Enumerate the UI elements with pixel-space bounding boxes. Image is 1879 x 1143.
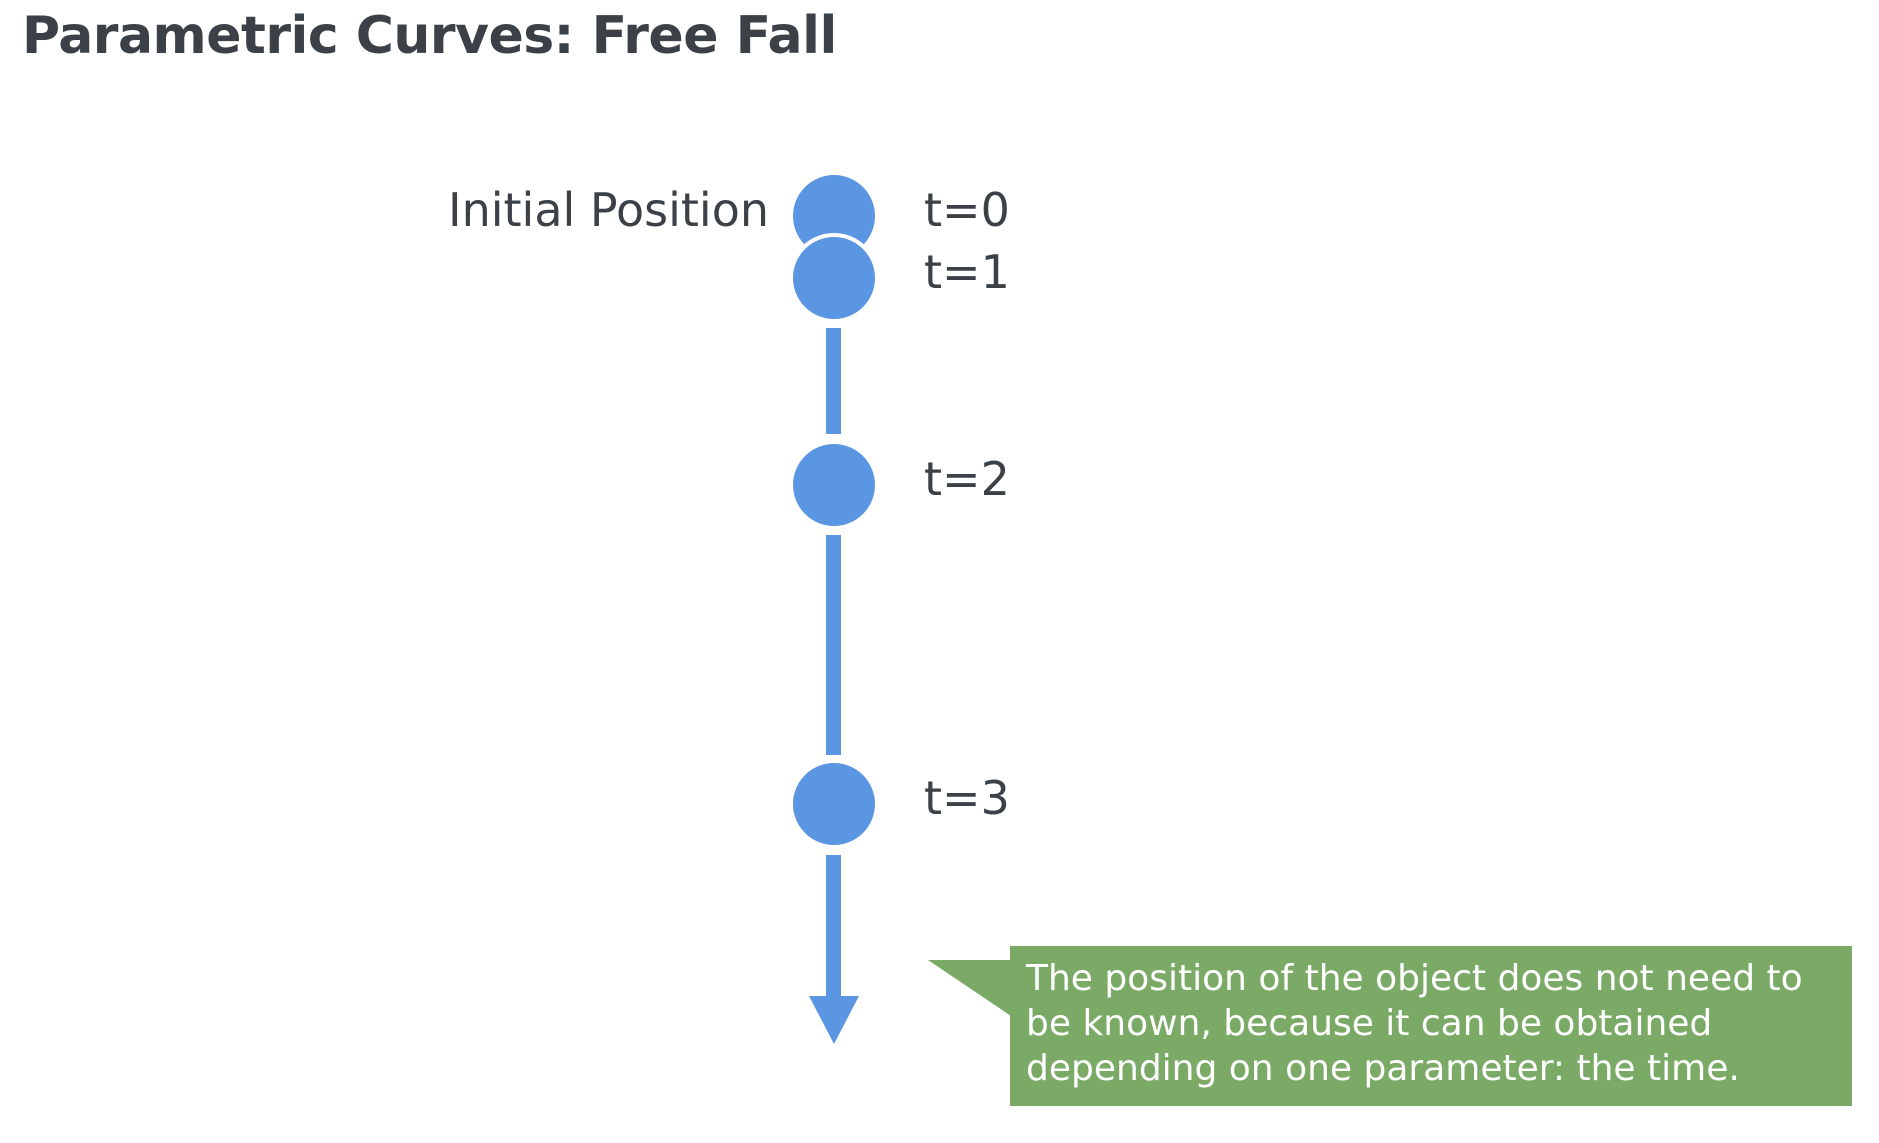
callout-text: The position of the object does not need… — [1026, 958, 1803, 1089]
time-label-t3: t=3 — [924, 771, 1010, 825]
time-label-t1: t=1 — [924, 245, 1010, 299]
fall-path-segment-3 — [826, 855, 841, 1000]
fall-path-segment-2 — [826, 535, 841, 755]
ball-position-t1 — [789, 233, 879, 323]
ball-position-t2 — [789, 440, 879, 530]
fall-path-segment-1 — [826, 328, 841, 434]
initial-position-label: Initial Position — [448, 183, 770, 237]
time-label-t2: t=2 — [924, 452, 1010, 506]
callout-note: The position of the object does not need… — [1010, 946, 1852, 1106]
time-label-t0: t=0 — [924, 183, 1010, 237]
page-title: Parametric Curves: Free Fall — [22, 6, 837, 66]
ball-position-t3 — [789, 759, 879, 849]
callout-pointer — [928, 960, 1014, 1018]
down-arrow-icon — [809, 996, 859, 1044]
